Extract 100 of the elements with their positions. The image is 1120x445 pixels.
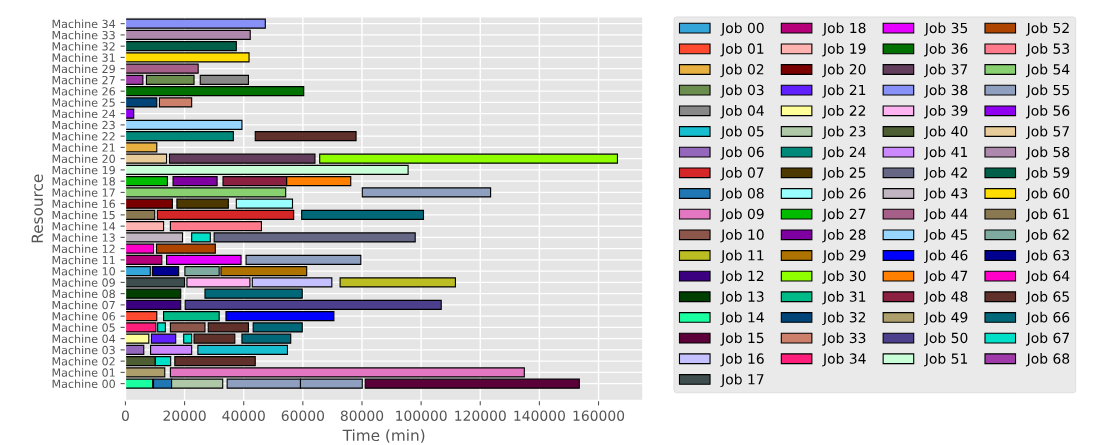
legend-label: Job 36 <box>924 43 968 57</box>
legend-label: Job 52 <box>1025 22 1069 36</box>
y-tick-label: Machine 18 <box>52 176 115 186</box>
y-tick-label: Machine 10 <box>52 266 115 276</box>
y-tick-label: Machine 13 <box>52 233 115 242</box>
y-tick-label: Machine 16 <box>52 199 116 209</box>
legend-label: Job 20 <box>822 63 866 78</box>
legend-label: Job 10 <box>720 229 764 243</box>
x-tick-label: 140000 <box>514 410 565 421</box>
legend-label: Job 07 <box>720 167 764 181</box>
legend-label: Job 47 <box>924 270 968 284</box>
legend-label: Job 46 <box>924 249 968 264</box>
legend-label: Job 33 <box>822 332 866 346</box>
legend-label: Job 39 <box>924 105 968 119</box>
legend-label: Job 18 <box>822 22 866 36</box>
legend-label: Job 23 <box>822 125 866 140</box>
legend-label: Job 30 <box>822 270 866 284</box>
y-tick-label: Machine 26 <box>52 86 116 96</box>
x-axis-title: Time (min) <box>342 429 425 443</box>
bar <box>361 187 492 198</box>
y-tick-label: Machine 20 <box>52 154 115 164</box>
x-tick-label: 0 <box>121 410 129 421</box>
legend-label: Job 25 <box>822 167 866 181</box>
legend-label: Job 45 <box>924 229 968 243</box>
y-tick-label: Machine 01 <box>52 368 115 377</box>
legend-label: Job 35 <box>924 22 968 36</box>
x-tick-label: 120000 <box>455 410 506 421</box>
legend-label: Job 62 <box>1025 229 1069 243</box>
legend-label: Job 44 <box>924 208 968 222</box>
legend-label: Job 34 <box>822 353 866 367</box>
legend-label: Job 50 <box>924 332 968 346</box>
legend-label: Job 68 <box>1025 353 1070 367</box>
legend-label: Job 56 <box>1025 105 1070 119</box>
legend-label: Job 38 <box>924 84 968 98</box>
y-tick-label: Machine 31 <box>52 53 115 62</box>
legend-label: Job 58 <box>1025 146 1070 160</box>
legend-label: Job 31 <box>822 291 866 305</box>
legend-label: Job 00 <box>720 22 764 36</box>
y-tick-label: Machine 02 <box>52 356 115 366</box>
legend-label: Job 40 <box>924 125 968 140</box>
legend-label: Job 61 <box>1025 208 1069 222</box>
y-tick-label: Machine 15 <box>52 210 115 220</box>
x-tick-label: 20000 <box>163 410 206 421</box>
legend-label: Job 21 <box>822 84 866 98</box>
y-tick-label: Machine 12 <box>52 244 115 254</box>
legend-label: Job 15 <box>720 332 764 346</box>
legend-label: Job 11 <box>720 249 764 264</box>
y-tick-label: Machine 23 <box>52 120 115 130</box>
legend-label: Job 65 <box>1025 291 1069 305</box>
bar <box>339 277 456 288</box>
y-tick-label: Machine 34 <box>52 19 116 29</box>
legend-label: Job 66 <box>1025 311 1070 326</box>
y-tick-label: Machine 24 <box>52 109 116 119</box>
y-tick-label: Machine 09 <box>52 278 115 287</box>
legend-label: Job 60 <box>1025 187 1070 202</box>
legend-label: Job 54 <box>1025 63 1070 78</box>
legend-label: Job 41 <box>924 146 968 160</box>
legend-label: Job 01 <box>720 43 764 57</box>
legend-label: Job 67 <box>1025 332 1069 346</box>
y-tick-label: Machine 07 <box>52 300 115 310</box>
y-tick-label: Machine 03 <box>52 345 115 355</box>
legend-label: Job 03 <box>720 84 764 98</box>
y-tick-label: Machine 06 <box>52 311 116 321</box>
legend-label: Job 14 <box>720 311 764 326</box>
y-axis-title: Resource <box>31 174 44 243</box>
legend-label: Job 26 <box>822 187 866 202</box>
legend-label: Job 09 <box>720 208 764 222</box>
legend-label: Job 63 <box>1025 249 1070 264</box>
legend-label: Job 05 <box>720 125 764 140</box>
y-tick-label: Machine 05 <box>52 323 115 332</box>
x-tick-label: 100000 <box>396 410 447 421</box>
legend-label: Job 08 <box>720 187 764 202</box>
legend-label: Job 53 <box>1025 43 1070 57</box>
legend-label: Job 12 <box>720 270 764 284</box>
y-tick-label: Machine 27 <box>52 75 115 85</box>
legend-label: Job 51 <box>924 353 968 367</box>
y-tick-label: Machine 32 <box>52 41 115 51</box>
legend-label: Job 42 <box>924 167 967 181</box>
legend-label: Job 59 <box>1025 167 1070 181</box>
legend-label: Job 04 <box>720 105 764 119</box>
legend-label: Job 32 <box>822 311 866 326</box>
y-tick-label: Machine 17 <box>52 188 115 197</box>
y-tick-label: Machine 11 <box>52 255 115 265</box>
legend-label: Job 55 <box>1025 84 1069 98</box>
y-tick-label: Machine 14 <box>52 221 116 231</box>
legend-label: Job 29 <box>822 249 866 264</box>
legend-label: Job 24 <box>822 146 866 160</box>
legend-label: Job 43 <box>924 187 968 202</box>
legend-label: Job 17 <box>720 373 764 388</box>
bar <box>254 131 357 142</box>
legend-label: Job 64 <box>1025 270 1070 284</box>
x-tick-label: 60000 <box>281 410 325 421</box>
x-tick-label: 80000 <box>340 410 384 421</box>
legend-label: Job 13 <box>720 291 764 305</box>
legend-label: Job 57 <box>1025 125 1069 140</box>
y-tick-label: Machine 04 <box>52 334 116 344</box>
legend-label: Job 16 <box>720 353 764 367</box>
y-tick-label: Machine 22 <box>52 131 115 141</box>
y-tick-label: Machine 33 <box>52 30 115 40</box>
legend-label: Job 37 <box>924 63 968 78</box>
